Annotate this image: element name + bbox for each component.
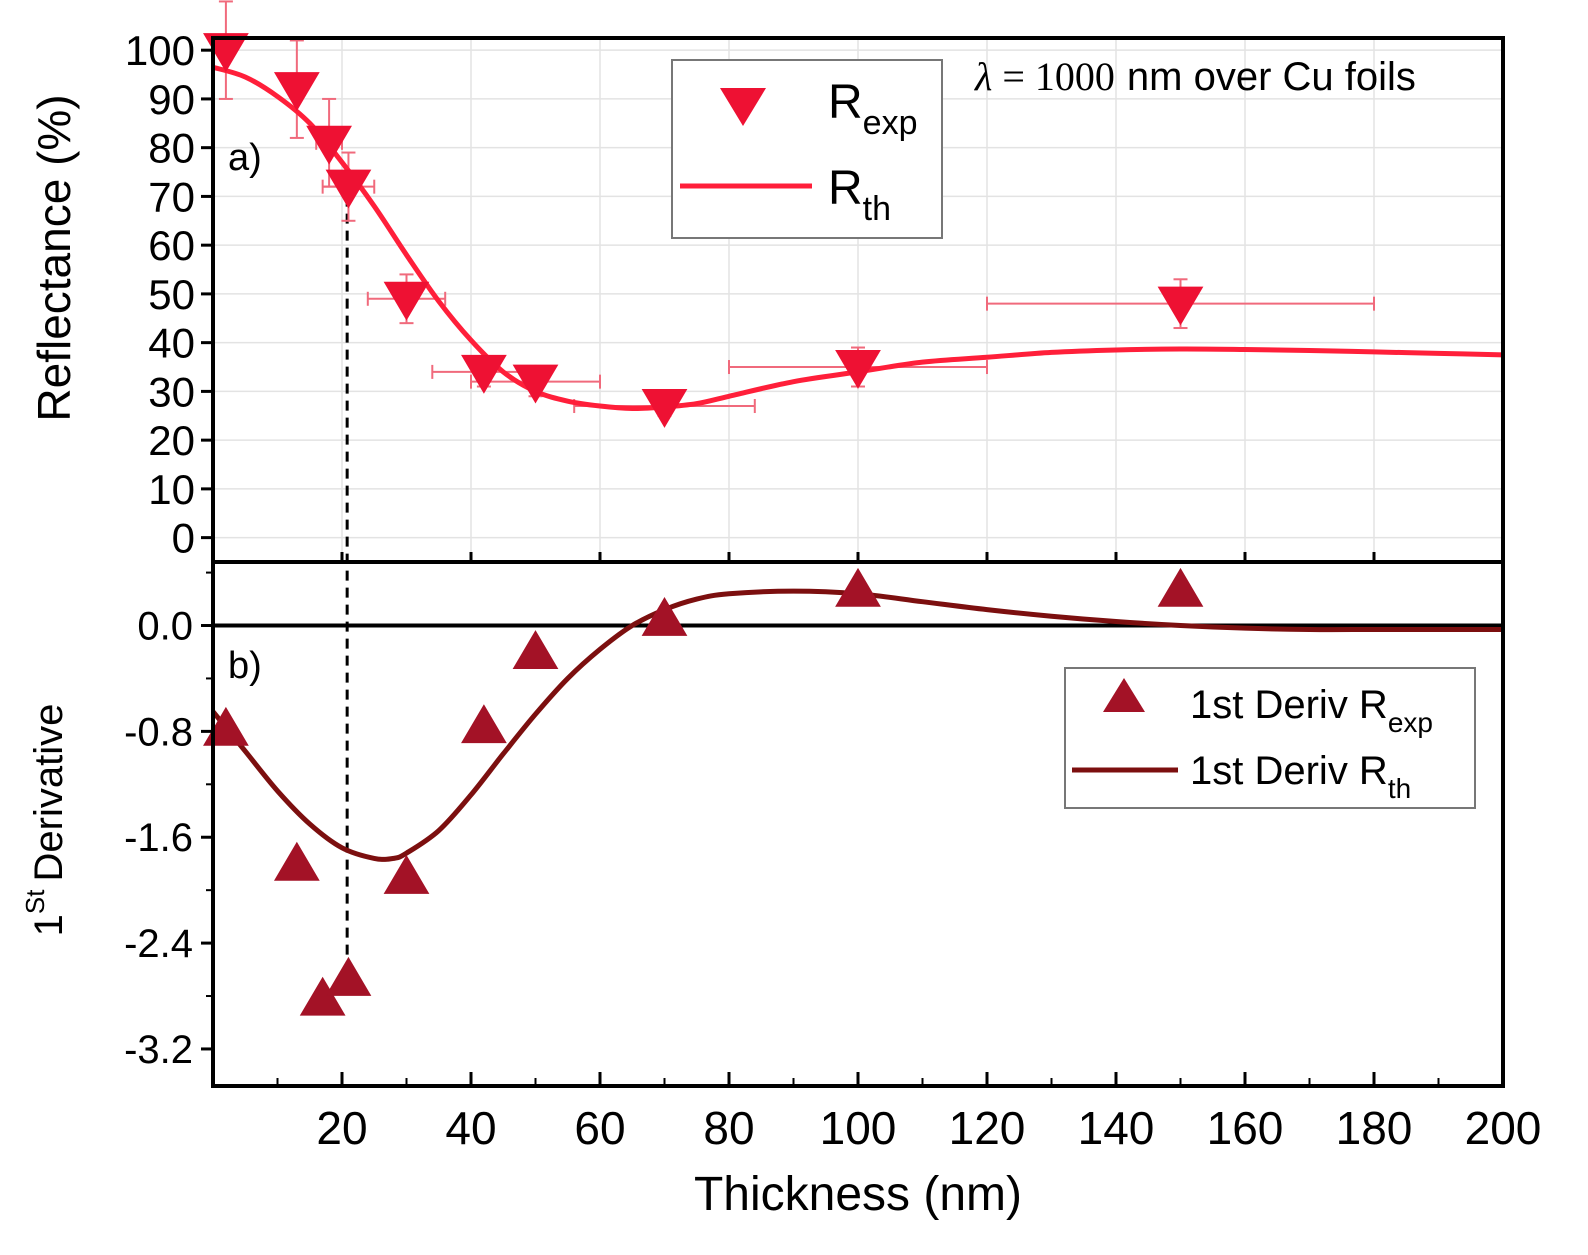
legend-rexp-sub: exp bbox=[863, 104, 918, 142]
y-tick-label: 40 bbox=[148, 320, 195, 367]
series-reflectance bbox=[203, 0, 1504, 428]
x-tick-label: 60 bbox=[574, 1102, 625, 1154]
legend-reflectance: Rexp Rth bbox=[671, 59, 943, 239]
rexp-point bbox=[325, 169, 372, 209]
wavelength-annotation: λ = 1000 nm over Cu foils bbox=[974, 54, 1416, 99]
panel-label-a: a) bbox=[228, 137, 262, 179]
y-axis-label-main: Derivative bbox=[27, 704, 71, 882]
y-tick-label: 10 bbox=[148, 466, 195, 513]
rexp-point bbox=[383, 281, 430, 321]
rexp-point bbox=[835, 350, 881, 389]
x-tick-label: 20 bbox=[316, 1102, 367, 1154]
y-tick-label: 0 bbox=[172, 515, 195, 562]
rexp-point bbox=[1157, 286, 1204, 326]
legend-box bbox=[671, 59, 943, 239]
x-axis-label: Thickness (nm) bbox=[694, 1168, 1022, 1221]
rexp-point bbox=[512, 364, 559, 404]
legend-box bbox=[1064, 667, 1476, 809]
deriv-rexp-point bbox=[273, 841, 320, 881]
rexp-point bbox=[273, 72, 320, 112]
x-tick-label: 120 bbox=[949, 1102, 1026, 1154]
y-tick-label: 100 bbox=[125, 27, 195, 74]
deriv-rexp-point bbox=[325, 956, 372, 996]
x-tick-label: 180 bbox=[1336, 1102, 1413, 1154]
legend-deriv-th-label: 1st Deriv Rth bbox=[1190, 749, 1411, 804]
x-tick-label: 40 bbox=[445, 1102, 496, 1154]
legend-rth-main: R bbox=[828, 162, 863, 215]
y-tick-label: -2.4 bbox=[124, 922, 193, 966]
y-tick-label: 90 bbox=[148, 76, 195, 123]
y-tick-label: 0.0 bbox=[137, 605, 193, 649]
y-axis-label-sup: St bbox=[20, 889, 50, 914]
wavelength-value: 1000 bbox=[1035, 54, 1115, 99]
deriv-rexp-point bbox=[835, 567, 881, 607]
deriv-rexp-point bbox=[461, 704, 507, 744]
y-tick-label: 80 bbox=[148, 125, 195, 172]
y-tick-label: -1.6 bbox=[124, 816, 193, 860]
x-tick-label: 160 bbox=[1207, 1102, 1284, 1154]
y-axis-label-prefix: 1 bbox=[27, 914, 71, 936]
deriv-rexp-point bbox=[383, 855, 430, 894]
deriv-rexp-point bbox=[203, 706, 249, 746]
legend-rexp-main: R bbox=[828, 76, 863, 129]
wavelength-rest: nm over Cu foils bbox=[1127, 55, 1416, 99]
legend-deriv-exp-label: 1st Deriv Rexp bbox=[1190, 683, 1433, 738]
rexp-point bbox=[461, 354, 507, 394]
deriv-rexp-point bbox=[641, 597, 688, 636]
legend-rexp-label: Rexp bbox=[828, 76, 918, 142]
y-axis-label-reflectance: Reflectance (%) bbox=[28, 94, 80, 421]
lambda-symbol: λ bbox=[974, 54, 992, 99]
legend-deriv-exp-marker bbox=[1103, 678, 1145, 712]
y-tick-label: 50 bbox=[148, 271, 195, 318]
x-tick-label: 140 bbox=[1078, 1102, 1155, 1154]
y-tick-label: 60 bbox=[148, 222, 195, 269]
y-tick-label: 20 bbox=[148, 417, 195, 464]
legend-rth-label: Rth bbox=[828, 162, 891, 228]
x-tick-label: 100 bbox=[820, 1102, 897, 1154]
legend-deriv-exp-sub: exp bbox=[1388, 707, 1433, 738]
legend-deriv-th-sub: th bbox=[1388, 773, 1411, 804]
panel-b-frame bbox=[211, 560, 1505, 1088]
axis-ticks: 20 40 60 80 100 120 140 160 180 20001020304050607… bbox=[124, 27, 1541, 1154]
deriv-rexp-point bbox=[1157, 567, 1204, 607]
legend-derivative: 1st Deriv Rexp 1st Deriv Rth bbox=[1064, 667, 1476, 809]
rexp-point bbox=[306, 125, 352, 165]
y-axis-label-derivative: 1St Derivative bbox=[20, 704, 71, 937]
rth-line bbox=[212, 64, 1504, 411]
y-tick-label: 30 bbox=[148, 368, 195, 415]
deriv-rexp-point bbox=[512, 630, 559, 669]
legend-deriv-exp-main: 1st Deriv R bbox=[1190, 683, 1388, 727]
y-tick-label: 70 bbox=[148, 173, 195, 220]
deriv-rexp-point bbox=[299, 976, 346, 1016]
equals-sign: = bbox=[1002, 54, 1025, 99]
legend-rexp-marker bbox=[720, 88, 766, 126]
x-tick-label: 200 bbox=[1465, 1102, 1542, 1154]
y-tick-label: -0.8 bbox=[124, 710, 193, 754]
rexp-point bbox=[641, 389, 688, 428]
panel-label-b: b) bbox=[228, 645, 262, 687]
x-tick-label: 80 bbox=[703, 1102, 754, 1154]
legend-rth-sub: th bbox=[863, 190, 891, 228]
legend-deriv-th-main: 1st Deriv R bbox=[1190, 749, 1388, 793]
y-tick-label: -3.2 bbox=[124, 1028, 193, 1072]
